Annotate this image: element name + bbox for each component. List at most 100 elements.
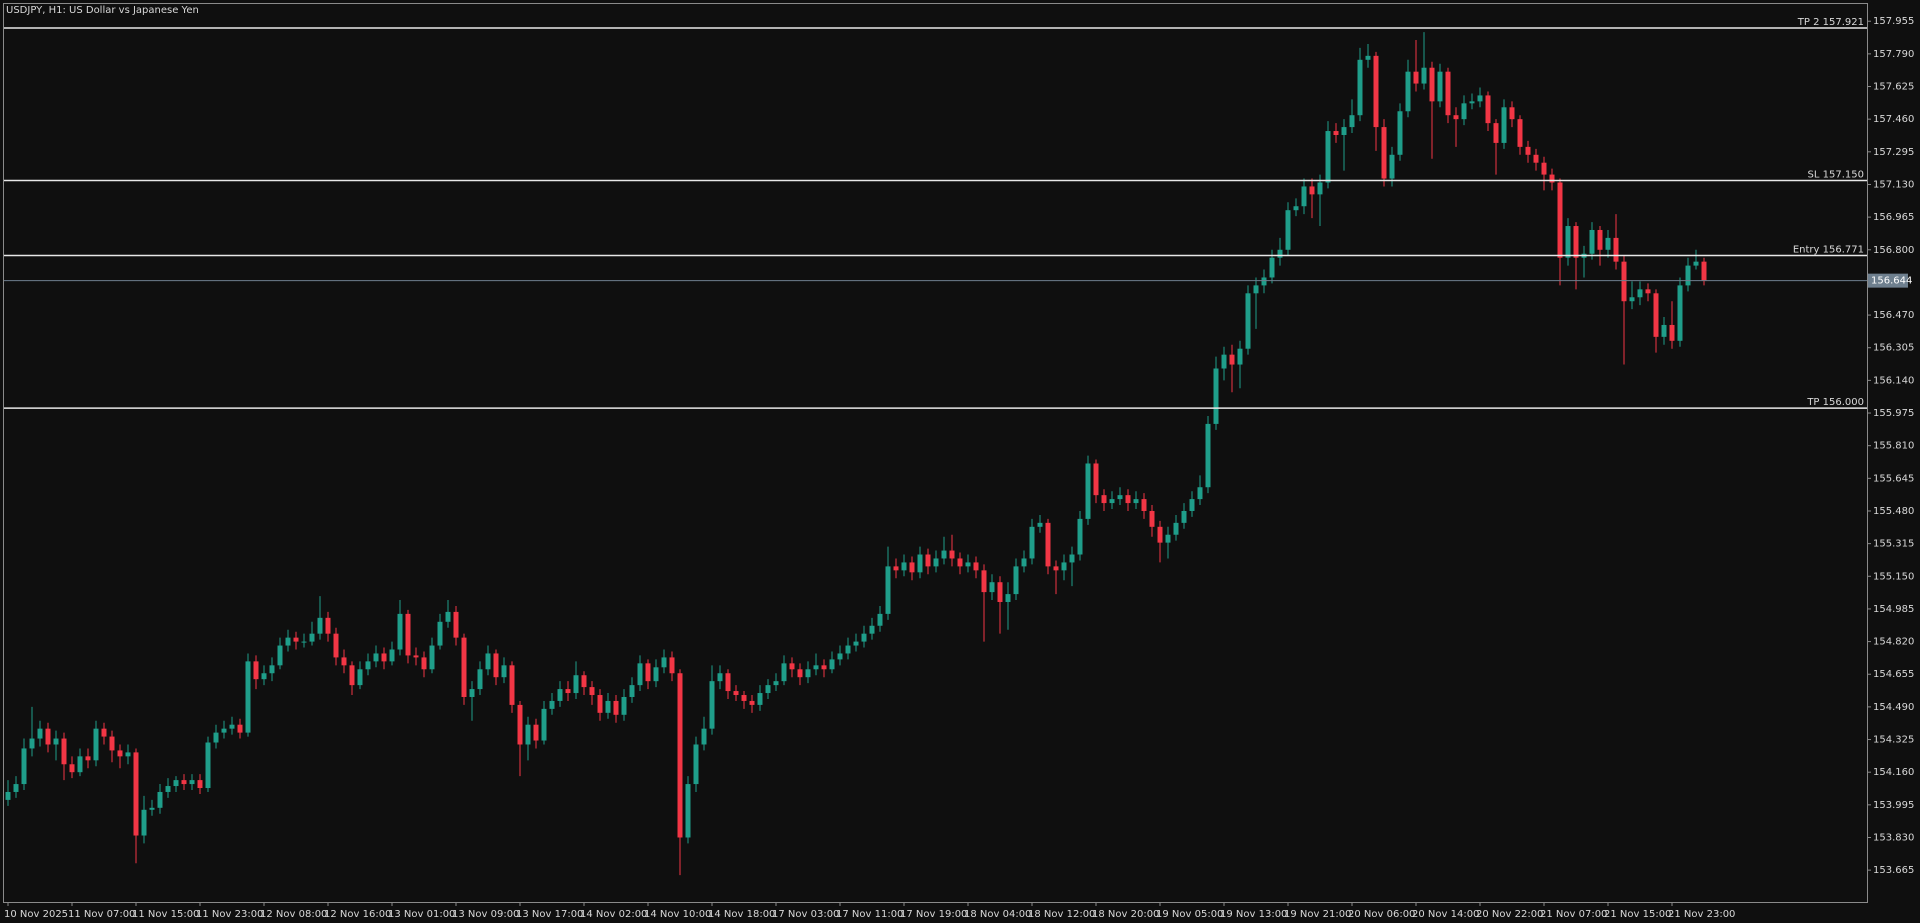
x-tick-label: 17 Nov 03:00 — [772, 909, 839, 920]
candle-body — [1509, 107, 1515, 120]
candle-body — [565, 689, 571, 694]
candle-body — [781, 663, 787, 682]
candle-body — [1325, 131, 1331, 183]
candle-body — [1597, 229, 1603, 250]
level-label: TP 156.000 — [1806, 397, 1864, 408]
candle-body — [1077, 518, 1083, 555]
candle-body — [1349, 115, 1355, 128]
candle-body — [589, 687, 595, 696]
candle-body — [1301, 186, 1307, 207]
plot-frame — [3, 3, 1868, 903]
candle-body — [1421, 67, 1427, 84]
candle-body — [53, 738, 59, 745]
candle-body — [1149, 510, 1155, 527]
x-tick-label: 17 Nov 19:00 — [900, 909, 967, 920]
candle-body — [1061, 562, 1067, 571]
candle-body — [333, 633, 339, 658]
candle-body — [437, 621, 443, 646]
candle-body — [501, 665, 507, 678]
candle-body — [229, 724, 235, 729]
candle-body — [85, 756, 91, 761]
candle-body — [205, 742, 211, 789]
y-tick-label: 157.625 — [1873, 82, 1914, 93]
x-tick-label: 19 Nov 21:00 — [1284, 909, 1351, 920]
candle-body — [661, 657, 667, 668]
candle-body — [141, 809, 147, 836]
candle-body — [1685, 265, 1691, 286]
x-tick-label: 20 Nov 22:00 — [1476, 909, 1543, 920]
candle-body — [597, 695, 603, 713]
candle-body — [485, 653, 491, 670]
y-tick-label: 154.325 — [1873, 735, 1914, 746]
candle-body — [757, 693, 763, 705]
y-tick-label: 155.150 — [1873, 571, 1914, 582]
candle-body — [5, 791, 11, 800]
candle-body — [1373, 55, 1379, 128]
candle-body — [853, 641, 859, 646]
candle-body — [157, 791, 163, 808]
candle-body — [621, 696, 627, 715]
candle-body — [1565, 226, 1571, 258]
candle-body — [1245, 293, 1251, 349]
level-label: SL 157.150 — [1808, 170, 1864, 181]
candle-body — [581, 675, 587, 688]
candle-body — [1261, 277, 1267, 286]
x-tick-label: 17 Nov 11:00 — [836, 909, 903, 920]
candle-body — [309, 633, 315, 642]
candle-body — [277, 645, 283, 666]
candle-body — [405, 613, 411, 656]
candle-body — [1389, 154, 1395, 179]
candle-body — [413, 655, 419, 658]
candle-body — [1293, 206, 1299, 211]
candle-body — [1341, 127, 1347, 135]
candle-body — [669, 657, 675, 674]
candle-body — [77, 756, 83, 773]
candle-body — [61, 738, 67, 765]
candle-body — [21, 748, 27, 785]
candle-body — [45, 728, 51, 745]
candle-body — [1069, 554, 1075, 563]
x-tick-label: 12 Nov 08:00 — [260, 909, 327, 920]
candle-body — [917, 554, 923, 573]
candle-body — [1205, 423, 1211, 488]
candle-body — [37, 728, 43, 739]
candle-body — [469, 689, 475, 697]
candle-body — [677, 673, 683, 838]
candle-body — [1461, 103, 1467, 120]
y-tick-label: 157.955 — [1873, 16, 1914, 27]
x-tick-label: 19 Nov 05:00 — [1156, 909, 1223, 920]
candle-body — [1197, 487, 1203, 500]
candle-body — [477, 669, 483, 690]
candle-body — [1157, 526, 1163, 543]
candle-body — [429, 645, 435, 670]
y-tick-label: 155.810 — [1873, 441, 1914, 452]
candle-body — [1525, 146, 1531, 155]
candle-body — [1485, 95, 1491, 124]
candle-body — [1125, 495, 1131, 504]
candle-body — [629, 685, 635, 697]
last-price-label: 156.644 — [1871, 276, 1912, 287]
candle-body — [949, 550, 955, 559]
candle-body — [101, 728, 107, 737]
candle-body — [877, 613, 883, 626]
candle-body — [165, 786, 171, 792]
candle-body — [1029, 526, 1035, 559]
y-tick-label: 157.295 — [1873, 147, 1914, 158]
level-label: TP 2 157.921 — [1797, 17, 1864, 28]
x-tick-label: 11 Nov 07:00 — [68, 909, 135, 920]
x-tick-label: 12 Nov 16:00 — [324, 909, 391, 920]
candle-body — [701, 728, 707, 745]
candle-body — [181, 780, 187, 785]
candle-body — [1021, 558, 1027, 567]
candle-body — [613, 700, 619, 715]
y-tick-label: 154.490 — [1873, 702, 1914, 713]
candle-body — [821, 665, 827, 670]
candle-body — [893, 566, 899, 571]
candle-body — [789, 663, 795, 670]
candle-body — [261, 673, 267, 680]
candle-body — [1109, 499, 1115, 504]
candle-body — [925, 554, 931, 567]
y-tick-label: 154.655 — [1873, 669, 1914, 680]
candle-body — [989, 582, 995, 593]
candle-body — [1693, 261, 1699, 266]
